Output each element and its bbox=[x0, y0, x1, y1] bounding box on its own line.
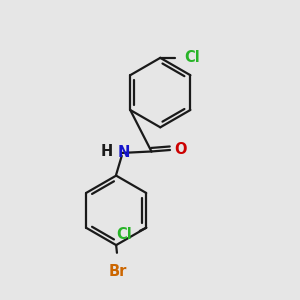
Text: Br: Br bbox=[108, 264, 127, 279]
Text: Cl: Cl bbox=[117, 227, 132, 242]
Text: N: N bbox=[118, 146, 130, 160]
Text: Cl: Cl bbox=[184, 50, 200, 65]
Text: H: H bbox=[101, 144, 113, 159]
Text: O: O bbox=[175, 142, 187, 158]
